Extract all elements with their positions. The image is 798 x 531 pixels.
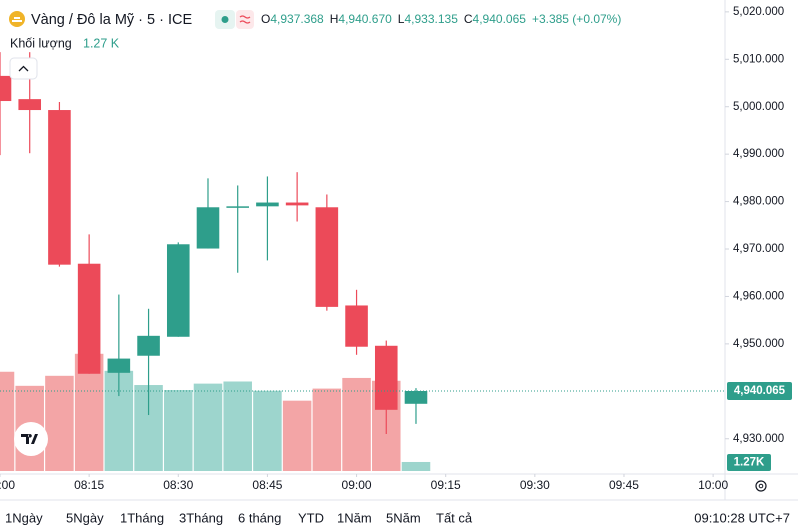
ohlc-value: 4,937.368	[270, 12, 324, 26]
x-tick-label: 09:15	[431, 478, 461, 492]
candle-body	[404, 391, 428, 404]
ohlc-label: H	[330, 12, 339, 26]
x-tick-label: 09:00	[342, 478, 372, 492]
volume-bar	[193, 383, 223, 471]
data-problem-icon	[239, 15, 251, 24]
collapse-icon	[18, 65, 29, 72]
ohlc-change: +3.385 (+0.07%)	[532, 12, 621, 26]
market-status-dot	[221, 16, 229, 23]
last-price-label: 4,940.065	[734, 385, 786, 397]
ohlc-label: O	[261, 12, 270, 26]
legend-header: Vàng / Đô la Mỹ · 5 · ICE O4,937.368 H4,9…	[9, 10, 621, 80]
y-tick-label: 4,950.000	[733, 338, 784, 350]
x-tick-label: 08:15	[74, 478, 104, 492]
y-tick-label: 5,020.000	[733, 6, 784, 18]
x-tick-label: 09:45	[609, 478, 639, 492]
candle-body	[226, 206, 249, 208]
candle-body	[345, 305, 368, 347]
settings-icon	[755, 480, 767, 492]
x-tick-label: 10:00	[698, 478, 728, 492]
candle-body	[0, 75, 12, 102]
range-button[interactable]: 6 tháng	[238, 510, 281, 525]
volume-legend-label: Khối lượng	[10, 36, 72, 50]
candle-body	[137, 335, 160, 356]
symbol-icon-mark	[12, 17, 22, 22]
logo-mark	[21, 434, 38, 444]
symbol-title[interactable]: Vàng / Đô la Mỹ · 5 · ICE	[31, 12, 192, 28]
y-tick-label: 5,010.000	[733, 53, 784, 65]
range-button[interactable]: 1Tháng	[120, 510, 164, 525]
range-button[interactable]: Tất cả	[436, 510, 473, 525]
range-button[interactable]: 5Năm	[386, 510, 421, 525]
volume-bar	[0, 371, 15, 471]
x-tick-label: 08:00	[0, 478, 15, 492]
range-toolbar: 1Ngày 5Ngày 1Tháng 3Tháng 6 tháng YTD 1Năm 5Năm…	[5, 510, 473, 525]
y-tick-label: 4,960.000	[733, 290, 784, 302]
plot-area	[0, 52, 725, 471]
volume-legend-value: 1.27 K	[83, 36, 120, 50]
settings-icon-center	[758, 483, 764, 489]
range-button[interactable]: 1Ngày	[5, 510, 43, 525]
candle-body	[196, 207, 220, 249]
x-tick-label: 09:30	[520, 478, 550, 492]
candle-body	[315, 207, 339, 307]
candle-body	[18, 99, 42, 111]
range-button[interactable]: 1Năm	[337, 510, 372, 525]
logo-badge	[14, 422, 48, 456]
candle-body	[166, 244, 190, 337]
data-problem-button[interactable]	[236, 10, 254, 29]
range-button[interactable]: 3Tháng	[179, 510, 223, 525]
clock: 09:10:28 UTC+7	[694, 510, 790, 525]
volume-bar	[282, 400, 312, 471]
x-tick-label: 08:30	[163, 478, 193, 492]
y-tick-label: 4,970.000	[733, 243, 784, 255]
ohlc-label: L	[398, 12, 405, 26]
last-volume-badge	[727, 453, 771, 471]
ohlc-label: C	[464, 12, 473, 26]
ohlc-values: O4,937.368 H4,940.670 L4,933.135 C4,940.065…	[261, 12, 621, 26]
y-tick-label: 4,990.000	[733, 148, 784, 160]
volume-bar	[164, 390, 193, 471]
x-tick-label: 08:45	[252, 478, 282, 492]
collapse-button[interactable]	[9, 57, 38, 80]
ohlc-value: 4,940.065	[473, 12, 527, 26]
candle-body	[374, 345, 398, 410]
candle-body	[107, 358, 131, 373]
volume-bar	[223, 381, 252, 471]
volume-bar	[253, 390, 282, 471]
volume-bar	[342, 377, 371, 471]
range-button[interactable]: YTD	[298, 510, 324, 525]
ohlc-value: 4,940.670	[338, 12, 392, 26]
ohlc-value: 4,933.135	[404, 12, 458, 26]
candle-body	[77, 263, 101, 374]
last-volume-label: 1.27K	[734, 457, 765, 469]
candle-body	[48, 110, 71, 265]
y-tick-label: 4,930.000	[733, 433, 784, 445]
last-price-badge	[727, 382, 792, 401]
y-tick-label: 4,980.000	[733, 196, 784, 208]
volume-bar	[312, 388, 342, 471]
settings-button[interactable]	[755, 480, 767, 492]
candle-body	[256, 202, 279, 207]
volume-bar	[45, 375, 74, 471]
range-button[interactable]: 5Ngày	[66, 510, 104, 525]
tradingview-logo[interactable]	[14, 422, 48, 456]
volume-bar	[401, 461, 431, 471]
candle-body	[285, 202, 309, 206]
y-tick-label: 5,000.000	[733, 101, 784, 113]
